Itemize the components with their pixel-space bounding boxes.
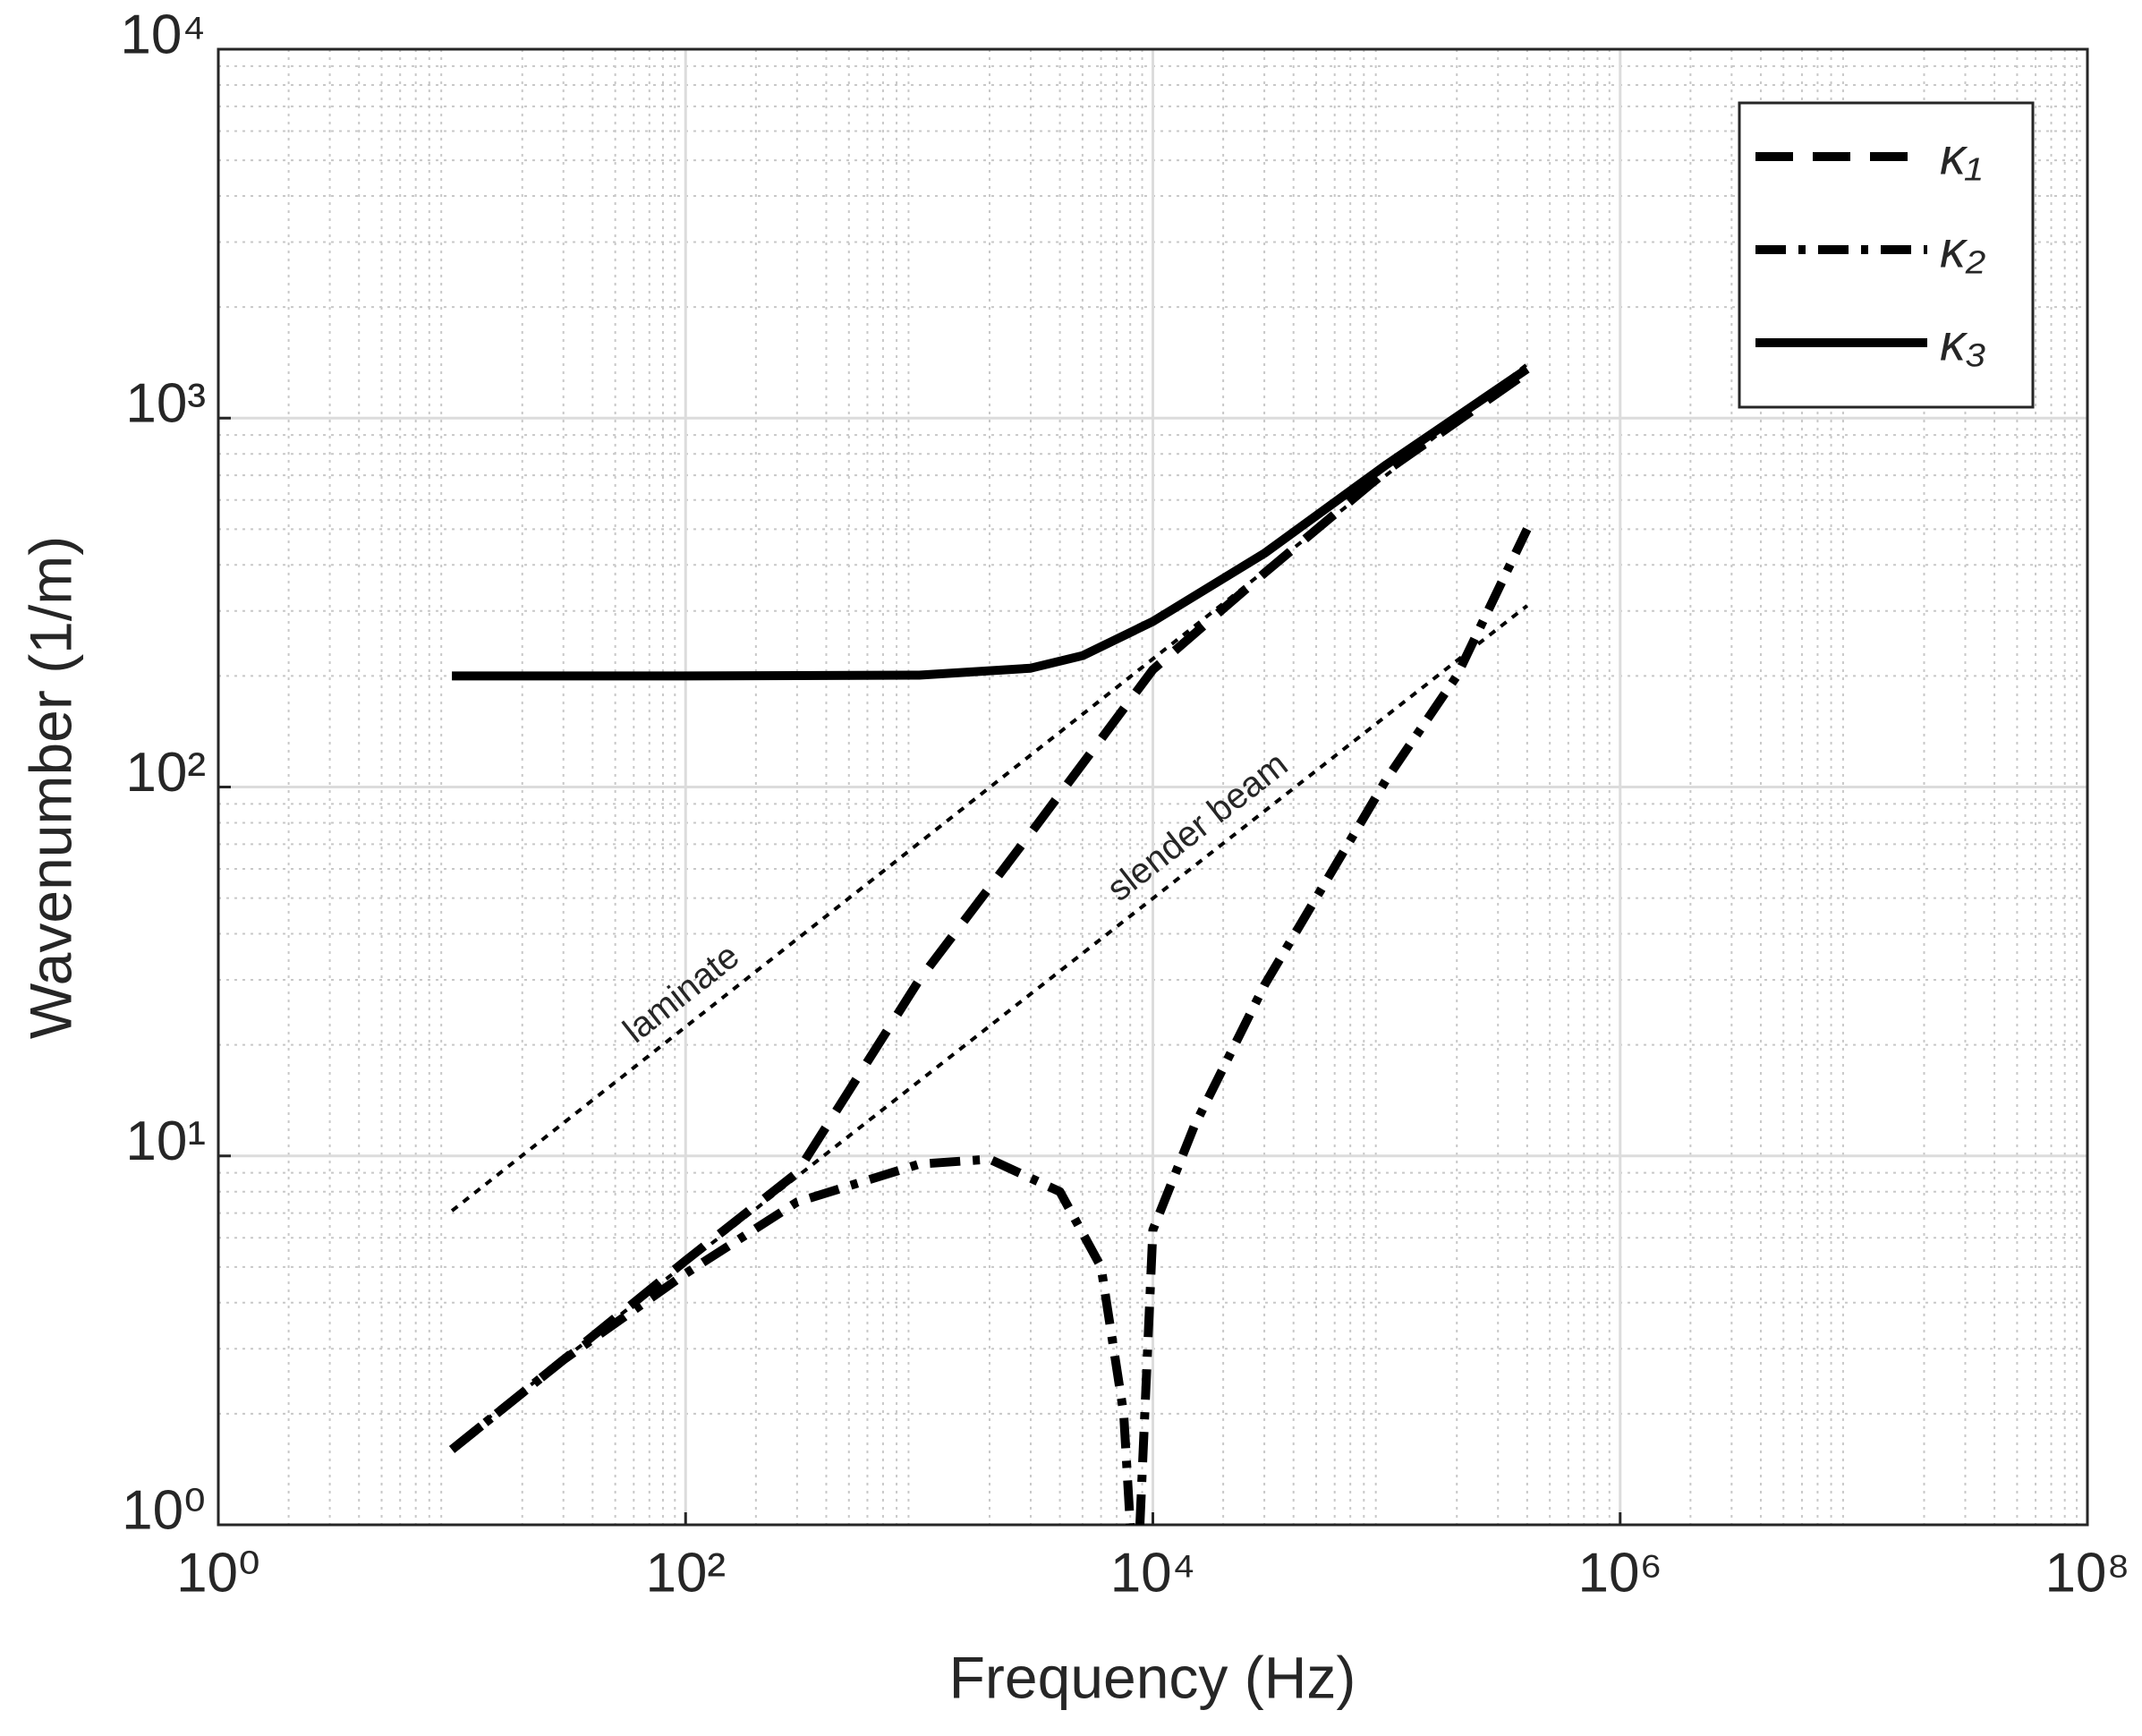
x-axis-label: Frequency (Hz) [949, 1644, 1356, 1710]
legend-box [1738, 101, 2035, 409]
y-tick-label: 10³ [125, 373, 206, 435]
data-line [448, 369, 1530, 1453]
y-tick-label: 10⁴ [120, 4, 206, 65]
y-tick-label: 10¹ [125, 1111, 206, 1172]
x-tick-label: 10⁰ [176, 1542, 260, 1604]
x-tick-label: 10⁶ [1578, 1542, 1662, 1604]
plot-frame [217, 47, 2089, 1527]
data-line [448, 527, 1532, 1525]
data-line [452, 365, 1530, 681]
y-tick-label: 10⁰ [122, 1479, 206, 1541]
legend-label: κ₂ [1940, 220, 1985, 278]
y-axis-label: Wavenumber (1/m) [17, 536, 83, 1039]
reference-line [450, 604, 1529, 1449]
legend-label: κ₁ [1940, 127, 1982, 185]
x-tick-label: 10² [645, 1542, 726, 1604]
y-tick-label: 10² [125, 742, 206, 804]
x-tick-label: 10⁴ [1110, 1542, 1196, 1604]
legend-label: κ₃ [1940, 313, 1986, 371]
x-tick-label: 10⁸ [2044, 1542, 2129, 1604]
